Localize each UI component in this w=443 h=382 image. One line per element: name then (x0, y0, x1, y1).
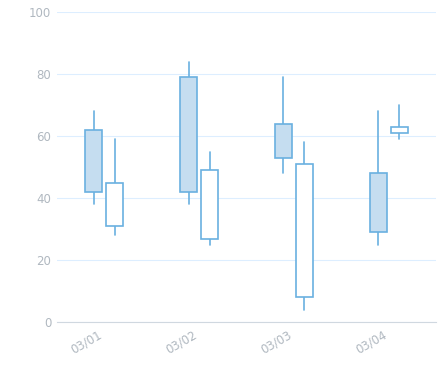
Bar (106, 183, 123, 226)
Bar (180, 77, 197, 192)
Bar (85, 130, 102, 192)
Bar (296, 164, 313, 298)
Bar (370, 173, 387, 232)
Bar (201, 170, 218, 238)
Bar (275, 124, 292, 158)
Bar (391, 127, 408, 133)
